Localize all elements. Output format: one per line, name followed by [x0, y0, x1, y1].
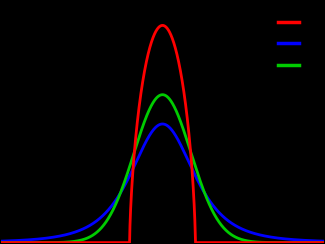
Legend: , , : , , [271, 8, 317, 80]
